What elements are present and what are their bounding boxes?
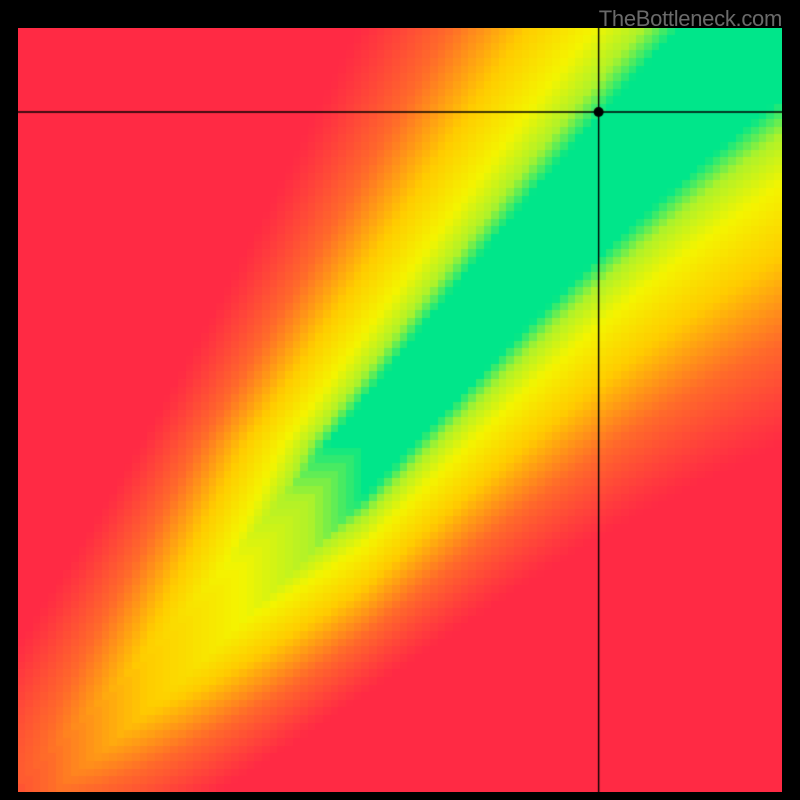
chart-container: { "watermark": "TheBottleneck.com", "cha… (0, 0, 800, 800)
watermark-text: TheBottleneck.com (599, 6, 782, 32)
bottleneck-heatmap (18, 28, 782, 792)
